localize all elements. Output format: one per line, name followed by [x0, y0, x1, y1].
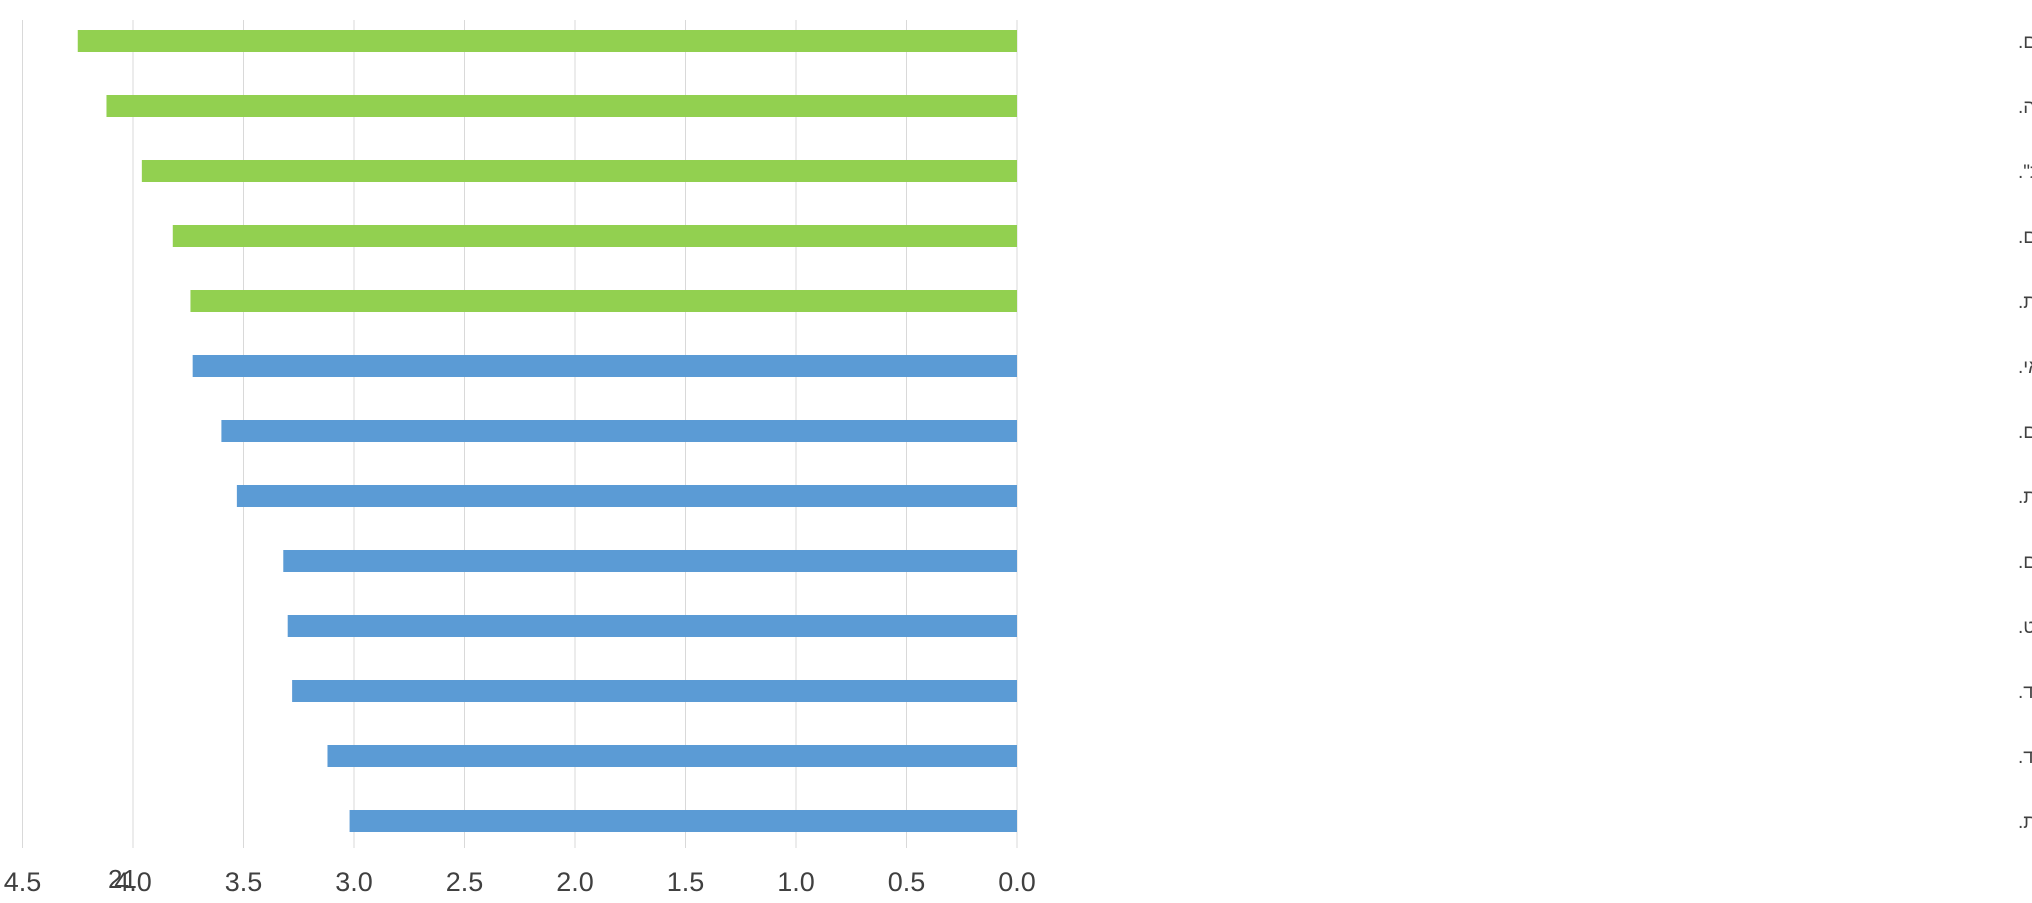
x-tick-label: 2.0 — [556, 867, 594, 897]
bar — [106, 95, 1018, 117]
bar — [283, 550, 1017, 572]
x-tick-label: 1.5 — [667, 867, 705, 897]
category-label: ליווי חקלאים חדשים על ידי גורמי מטה ומחו… — [2018, 812, 2032, 833]
x-axis-tick-labels: 0.0 0.5 1.0 1.5 2.0 2.5 3.0 3.5 4.0 4.5 — [4, 867, 1036, 897]
bar — [77, 30, 1017, 52]
category-label: מסלול משולב של עבודה חקלאית ואקדמיה בה י… — [2018, 292, 2032, 313]
page-number: 21 — [108, 864, 137, 894]
category-label: מענקים לעבודות סטודנטים לחקלאות ולבנים ח… — [2018, 32, 2032, 53]
bar — [349, 810, 1018, 832]
x-tick-label: 3.0 — [335, 867, 373, 897]
category-label: תוכניות להתנדבות,שנת שירות,שירות צבאי,מכ… — [2018, 682, 2032, 703]
bar — [236, 485, 1017, 507]
bar — [141, 160, 1018, 182]
category-label: חונכות – אימוץ חקלאים חדשים על ידי חקלאי… — [2018, 227, 2032, 248]
category-label: העמדת פרויקטור לצורך הליווי וההטמעה, ואי… — [2018, 162, 2032, 183]
x-tick-label: 3.5 — [225, 867, 263, 897]
category-label: גיבוש קבוצת חקלאים מעוררי השראה שיעסקו ב… — [2018, 747, 2032, 768]
category-labels: מענקים לעבודות סטודנטים לחקלאות ולבנים ח… — [2018, 32, 2032, 833]
x-tick-label: 0.5 — [888, 867, 926, 897]
x-tick-label: 0.0 — [998, 867, 1036, 897]
bar — [192, 355, 1018, 377]
x-tick-label: 1.0 — [777, 867, 815, 897]
category-label: מנטורינג עבור משקי מודל במסגרת תוכנית °3… — [2018, 617, 2032, 638]
bars — [77, 30, 1018, 832]
bar — [292, 680, 1017, 702]
bar — [287, 615, 1017, 637]
category-label: מענקי השלמת שכר לחקלאים חדשים בתקופת ההכ… — [2018, 97, 2032, 118]
category-label: תוכניות עתידים/מצויינים/ניהול משק חקלאי. — [2018, 357, 2032, 378]
bar — [327, 745, 1018, 767]
category-label: מעטפת תומכת בחקלאי חדש לרבות בסוגיות ניה… — [2018, 487, 2032, 508]
bar — [172, 225, 1017, 247]
x-tick-label: 4.0 — [114, 867, 152, 897]
category-label: תוכניות להכשרת חקלאים בקיבוצים. — [2018, 422, 2032, 443]
x-tick-label: 4.5 — [4, 867, 42, 897]
bar — [190, 290, 1017, 312]
category-label: הסתייעות במדריכים חקלאיים לפי ענפי החקלא… — [2018, 552, 2032, 573]
bar — [221, 420, 1017, 442]
x-tick-label: 2.5 — [446, 867, 484, 897]
